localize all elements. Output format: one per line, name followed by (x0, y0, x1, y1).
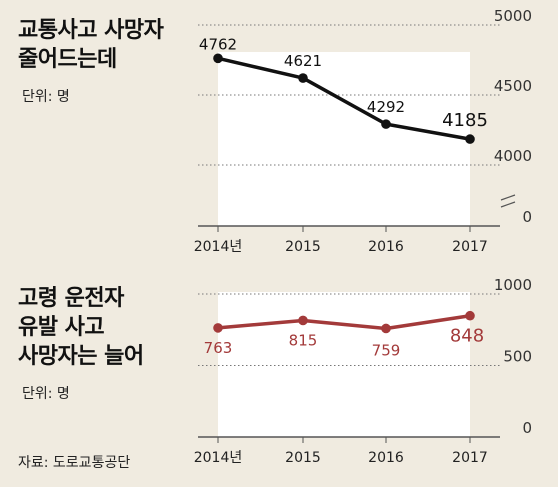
chart1-title-line-2: 줄어드는데 (18, 47, 117, 72)
chart1-axis-break-mark (500, 194, 516, 208)
chart2-point-3 (465, 310, 475, 321)
chart2-data-label-2: 759 (372, 341, 401, 359)
chart1-point-2 (381, 119, 391, 129)
chart2-point-0 (213, 323, 223, 333)
chart2-series-line (217, 314, 471, 331)
chart1-x-tick-label-0: 2014년 (194, 239, 243, 255)
chart2-point-1 (298, 315, 308, 326)
chart2-data-label-0: 763 (204, 339, 233, 357)
chart1-unit-label: 단위: 명 (22, 89, 70, 105)
chart2-x-tick-label-0: 2014년 (194, 450, 243, 466)
chart2-y-tick-label-0: 0 (522, 419, 532, 437)
source-note: 자료: 도로교통공단 (18, 455, 131, 471)
chart1-y-tick-label-3: 5000 (494, 7, 532, 25)
chart2-plot-panel (218, 292, 470, 437)
chart1-title-line-1: 교통사고 사망자 (18, 18, 164, 43)
chart1-data-label-3: 4185 (442, 110, 488, 131)
chart2-data-label-1: 815 (289, 331, 318, 349)
chart2-y-tick-label-1: 500 (503, 348, 532, 366)
chart2-data-label-3: 848 (450, 326, 484, 347)
chart1-line-chart: 0 4000 4500 5000 2014년 2015 2016 2017 4762 4621 42… (194, 7, 532, 255)
chart1-x-tick-label-3: 2017 (452, 239, 488, 255)
chart1-y-tick-label-2: 4500 (494, 77, 532, 95)
chart1-y-tick-label-1: 4000 (494, 147, 532, 165)
chart2-x-tick-label-1: 2015 (285, 450, 321, 466)
chart2-line-chart: 0 500 1000 2014년 2015 2016 2017 763 815 759 848 (194, 276, 532, 466)
chart2-unit-label: 단위: 명 (22, 386, 70, 402)
chart2-x-tick-label-2: 2016 (368, 450, 404, 466)
chart2-x-tick-label-3: 2017 (452, 450, 488, 466)
chart1-point-0 (213, 53, 223, 64)
chart1-x-tick-label-2: 2016 (368, 239, 404, 255)
chart1-point-1 (298, 73, 308, 83)
chart1-data-label-2: 4292 (367, 98, 405, 116)
chart1-y-tick-label-0: 0 (522, 208, 532, 226)
chart2-title-line-1: 고령 운전자 (18, 286, 124, 311)
chart2-point-2 (381, 323, 391, 334)
chart2-title-line-3: 사망자는 늘어 (18, 344, 144, 369)
chart2-y-tick-label-2: 1000 (494, 276, 532, 294)
chart1-plot-panel (218, 52, 470, 226)
chart1-series-line (217, 56, 471, 141)
chart1-x-tick-label-1: 2015 (285, 239, 321, 255)
chart2-title-line-2: 유발 사고 (18, 315, 105, 340)
chart1-data-label-1: 4621 (284, 52, 322, 70)
chart1-data-label-0: 4762 (199, 35, 237, 53)
chart1-point-3 (465, 134, 475, 144)
